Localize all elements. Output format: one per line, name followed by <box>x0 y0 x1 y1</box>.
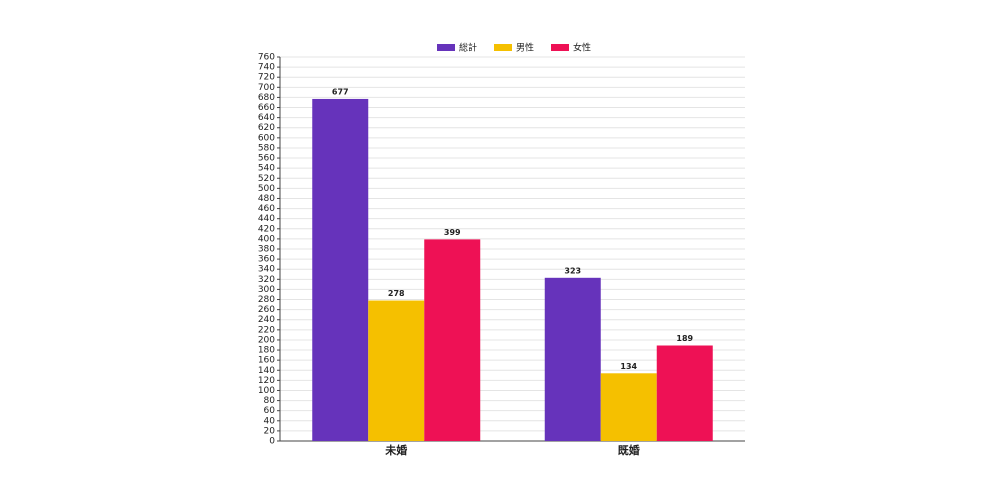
y-tick-label: 640 <box>258 113 275 123</box>
y-tick-label: 240 <box>258 315 275 325</box>
legend-label: 総計 <box>459 42 477 54</box>
legend-label: 女性 <box>573 42 591 54</box>
value-label: 189 <box>676 334 693 343</box>
y-tick-label: 200 <box>258 335 275 345</box>
value-label: 323 <box>564 266 581 275</box>
y-tick-label: 320 <box>258 275 275 285</box>
y-tick-label: 660 <box>258 103 275 113</box>
y-tick-label: 40 <box>264 416 276 426</box>
legend-swatch <box>437 44 455 51</box>
y-tick-label: 400 <box>258 234 275 244</box>
y-tick-label: 520 <box>258 174 275 184</box>
y-tick-label: 260 <box>258 305 275 315</box>
y-tick-label: 120 <box>258 376 275 386</box>
value-label: 278 <box>388 289 405 298</box>
legend-swatch <box>551 44 569 51</box>
y-tick-label: 460 <box>258 204 275 214</box>
y-tick-label: 580 <box>258 143 275 153</box>
y-tick-label: 700 <box>258 83 275 93</box>
y-tick-label: 480 <box>258 194 275 204</box>
legend-swatch <box>494 44 512 51</box>
y-tick-label: 420 <box>258 224 275 234</box>
value-label: 134 <box>620 362 637 371</box>
legend-label: 男性 <box>516 42 534 54</box>
value-label: 677 <box>332 87 349 96</box>
y-tick-label: 0 <box>269 437 275 447</box>
y-tick-label: 20 <box>264 426 276 436</box>
y-tick-label: 360 <box>258 255 275 265</box>
y-tick-label: 80 <box>264 396 276 406</box>
y-tick-label: 740 <box>258 63 275 73</box>
y-tick-label: 180 <box>258 346 275 356</box>
y-tick-label: 100 <box>258 386 275 396</box>
y-tick-label: 560 <box>258 154 275 164</box>
bar <box>656 345 713 441</box>
y-tick-label: 280 <box>258 295 275 305</box>
x-tick-label: 既婚 <box>618 443 640 457</box>
y-tick-label: 720 <box>258 73 275 83</box>
y-tick-label: 380 <box>258 245 275 255</box>
value-label: 399 <box>444 228 461 237</box>
y-tick-label: 140 <box>258 366 275 376</box>
y-tick-label: 540 <box>258 164 275 174</box>
y-tick-label: 500 <box>258 184 275 194</box>
y-tick-label: 600 <box>258 133 275 143</box>
x-tick-label: 未婚 <box>384 443 407 457</box>
bar <box>312 98 369 442</box>
y-tick-label: 160 <box>258 356 275 366</box>
bar <box>368 300 425 441</box>
bar <box>424 239 481 441</box>
bar <box>600 373 657 441</box>
bar <box>544 277 601 441</box>
y-tick-label: 340 <box>258 265 275 275</box>
y-tick-label: 760 <box>258 53 275 63</box>
y-tick-label: 680 <box>258 93 275 103</box>
y-tick-label: 440 <box>258 214 275 224</box>
y-tick-label: 300 <box>258 285 275 295</box>
y-tick-label: 60 <box>264 406 276 416</box>
y-tick-label: 220 <box>258 325 275 335</box>
y-tick-label: 620 <box>258 123 275 133</box>
